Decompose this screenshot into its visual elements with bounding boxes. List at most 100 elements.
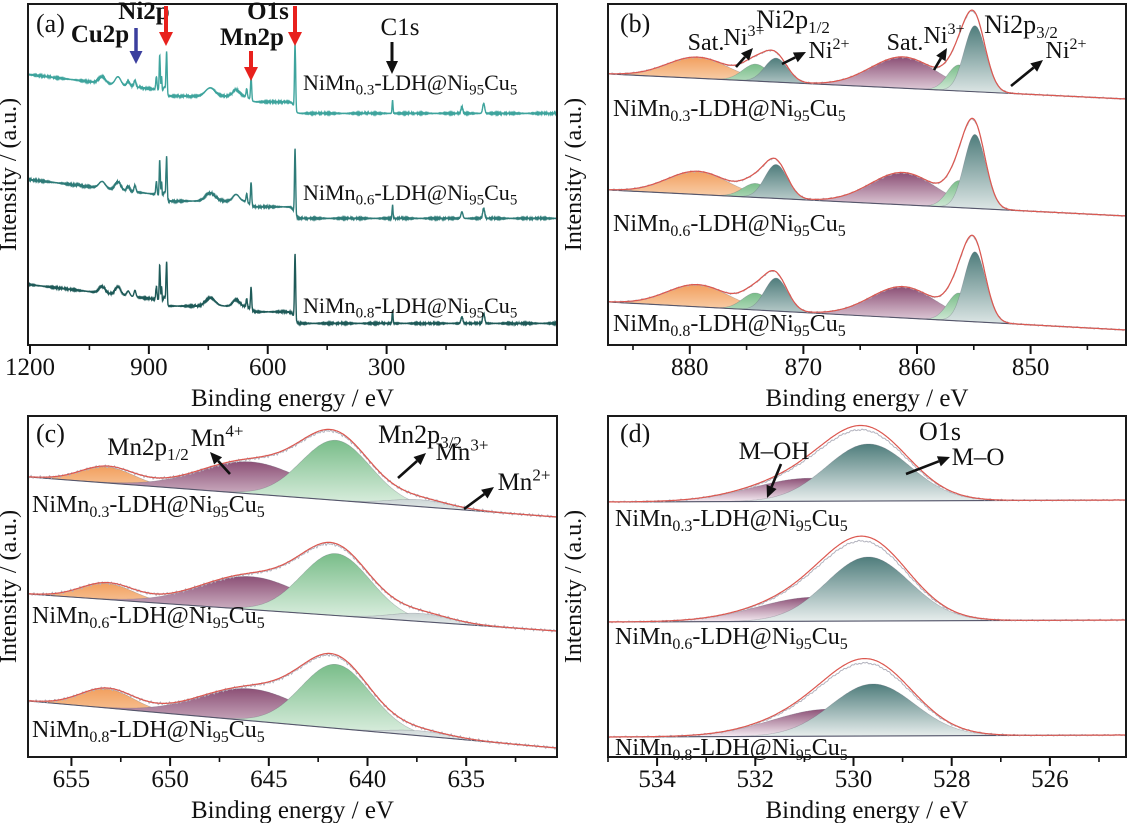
annotation-label: O1s: [919, 417, 961, 446]
y-axis-title: Intensity / (a.u.): [561, 98, 587, 251]
x-tick-label: 870: [785, 354, 823, 381]
annotation-label: Ni2+: [808, 36, 849, 64]
annotation-label: Ni2p1/2: [756, 5, 830, 37]
sample-label: NiMn0.8-LDH@Ni95Cu5: [303, 293, 517, 321]
envelope-line: [608, 117, 1127, 217]
envelope-line: [608, 424, 1126, 503]
panel-c: NiMn0.3-LDH@Ni95Cu5 NiMn0.6-LDH@Ni95Cu5 Ni…: [0, 415, 558, 823]
annotation-label: Ni2+: [1045, 36, 1086, 64]
annotation-arrow: [463, 487, 494, 511]
x-tick-label: 880: [671, 354, 709, 381]
annotation-label: Cu2p: [71, 21, 129, 48]
x-axis-title: Binding energy / eV: [766, 797, 969, 823]
sample-label: NiMn0.6-LDH@Ni95Cu5: [615, 624, 848, 653]
x-tick-label: 530: [835, 766, 873, 793]
panel-b-row-2: NiMn0.6-LDH@Ni95Cu5: [607, 117, 1127, 240]
annotation-arrow: [932, 48, 947, 71]
sample-label: NiMn0.8-LDH@Ni95Cu5: [615, 735, 848, 764]
y-axis-title: Intensity / (a.u.): [561, 510, 587, 663]
panel-letter: (d): [620, 419, 650, 448]
component-M-O: [607, 556, 1127, 623]
annotation-label: Mn3+: [436, 436, 489, 467]
panel-c-frame: [27, 415, 558, 758]
panel-b: NiMn0.3-LDH@Ni95Cu5 NiMn0.6-LDH@Ni95Cu5 Ni…: [561, 3, 1127, 412]
annotation-arrow: [905, 456, 950, 476]
panel-d-row-2: NiMn0.6-LDH@Ni95Cu5: [607, 535, 1127, 653]
annotation-arrow: [210, 452, 231, 475]
annotation-label: Mn2p: [220, 24, 284, 51]
component-M-O: [607, 443, 1127, 503]
x-tick-label: 640: [349, 766, 387, 793]
fit-baseline: [27, 476, 558, 518]
panel-c-row-1: NiMn0.3-LDH@Ni95Cu5: [27, 428, 558, 521]
x-axis-title: Binding energy / eV: [766, 385, 969, 412]
sample-label: NiMn0.6-LDH@Ni95Cu5: [32, 603, 265, 632]
annotation-arrow: [288, 6, 302, 46]
envelope-line: [608, 9, 1126, 100]
sample-label: NiMn0.6-LDH@Ni95Cu5: [303, 180, 517, 208]
sample-label: NiMn0.8-LDH@Ni95Cu5: [32, 717, 265, 746]
annotation-label: Mn2p1/2: [107, 434, 188, 464]
x-axis-title: Binding energy / eV: [191, 797, 394, 823]
annotation-label: Sat.: [887, 30, 924, 56]
x-tick-label: 534: [638, 766, 676, 793]
x-axis-title: Binding energy / eV: [191, 385, 394, 412]
annotation-arrow: [386, 42, 398, 74]
annotation-label: C1s: [381, 14, 420, 41]
panel-a-frame: [27, 3, 558, 346]
x-tick-label: 600: [249, 354, 287, 381]
annotation-arrow: [1010, 60, 1043, 88]
component-M-O: [607, 683, 1127, 738]
fit-baseline: [27, 593, 558, 632]
x-tick-label: 645: [250, 766, 288, 793]
annotation-label: Ni3+: [723, 23, 764, 51]
x-tick-label: 850: [1012, 354, 1050, 381]
y-axis-title: Intensity / (a.u.): [0, 510, 22, 663]
x-tick-label: 1200: [5, 354, 55, 381]
annotation-arrow: [397, 453, 426, 479]
x-tick-label: 655: [53, 766, 91, 793]
panel-letter: (c): [36, 419, 65, 448]
x-tick-label: 300: [368, 354, 406, 381]
envelope-line: [608, 535, 1126, 623]
envelope-line: [608, 658, 1126, 738]
panel-d: NiMn0.3-LDH@Ni95Cu5 NiMn0.6-LDH@Ni95Cu5 Ni…: [561, 415, 1127, 823]
annotation-arrow: [244, 51, 258, 81]
survey-trace-3: [27, 253, 558, 327]
survey-trace-2: [27, 148, 558, 222]
panel-b-frame: [607, 3, 1127, 346]
annotation-arrow: [159, 6, 173, 46]
panel-d-row-3: NiMn0.8-LDH@Ni95Cu5: [607, 658, 1127, 764]
fit-baseline: [27, 700, 558, 749]
panel-b-x-axis: 880 870 860 850: [632, 345, 1089, 381]
sample-label: NiMn0.3-LDH@Ni95Cu5: [615, 506, 848, 535]
panel-a: NiMn0.3-LDH@Ni95Cu5 NiMn0.6-LDH@Ni95Cu5 Ni…: [0, 0, 558, 412]
x-tick-label: 528: [933, 766, 971, 793]
x-tick-label: 532: [737, 766, 775, 793]
annotation-label: Sat.: [688, 30, 725, 56]
annotation-label: O1s: [247, 0, 289, 25]
envelope-line: [28, 652, 558, 749]
sample-label: NiMn0.6-LDH@Ni95Cu5: [613, 211, 846, 240]
annotation-label: Ni2p3/2: [984, 10, 1058, 42]
envelope-line: [28, 541, 558, 632]
panel-d-x-axis: 534 532 530 528 526: [607, 757, 1100, 793]
x-tick-label: 860: [898, 354, 936, 381]
x-tick-label: 650: [151, 766, 189, 793]
panel-letter: (b): [620, 9, 650, 38]
panel-b-row-3: NiMn0.8-LDH@Ni95Cu5: [607, 234, 1127, 340]
annotation-arrow: [735, 48, 753, 68]
sample-label: NiMn0.3-LDH@Ni95Cu5: [303, 70, 517, 98]
panel-d-frame: [607, 415, 1127, 758]
panel-b-row-1: NiMn0.3-LDH@Ni95Cu5: [607, 9, 1127, 125]
annotation-arrow: [129, 28, 143, 64]
survey-trace-1: [27, 44, 558, 117]
panel-c-x-axis: 655 650 645 640 635: [53, 757, 517, 793]
x-tick-label: 900: [130, 354, 168, 381]
panel-d-row-1: NiMn0.3-LDH@Ni95Cu5: [607, 424, 1127, 535]
annotation-label: Mn2+: [498, 466, 551, 497]
annotation-label: M–OH: [739, 438, 810, 465]
envelope-line: [608, 234, 1127, 331]
